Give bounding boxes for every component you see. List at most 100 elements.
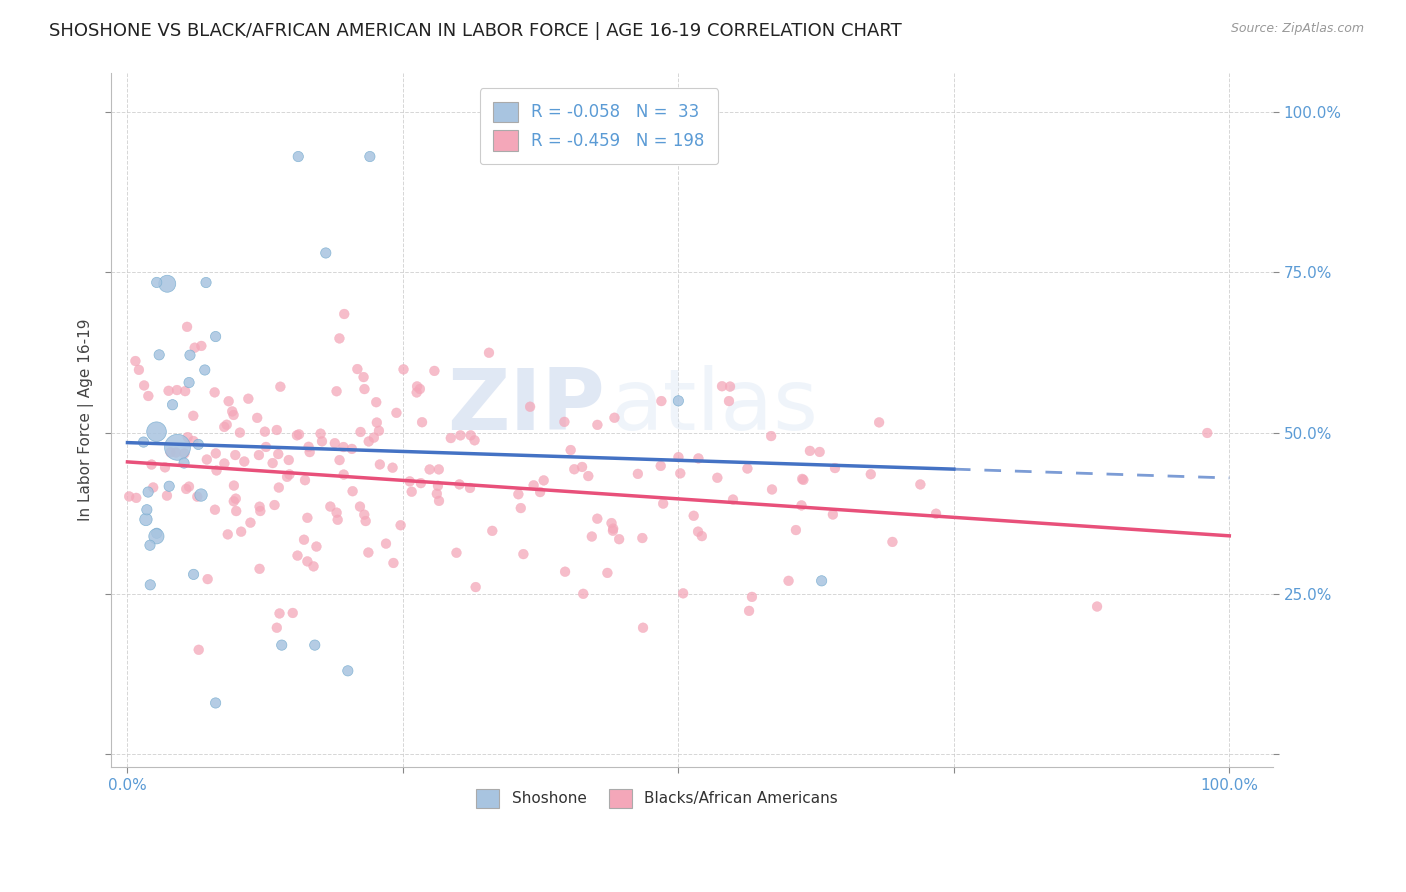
Point: [267, 447, 290, 461]
Point: [690, 529, 713, 543]
Point: [323, 436, 346, 450]
Point: [349, 500, 371, 514]
Point: [481, 524, 503, 538]
Point: [353, 370, 375, 384]
Text: Source: ZipAtlas.com: Source: ZipAtlas.com: [1230, 22, 1364, 36]
Point: [231, 524, 253, 539]
Text: SHOSHONE VS BLACK/AFRICAN AMERICAN IN LABOR FORCE | AGE 16-19 CORRELATION CHART: SHOSHONE VS BLACK/AFRICAN AMERICAN IN LA…: [49, 22, 903, 40]
Point: [554, 565, 576, 579]
Point: [204, 446, 226, 460]
Point: [194, 363, 217, 377]
Point: [315, 246, 337, 260]
Point: [792, 473, 814, 487]
Point: [269, 607, 291, 621]
Point: [761, 483, 783, 497]
Point: [214, 420, 236, 434]
Point: [297, 440, 319, 454]
Point: [157, 479, 180, 493]
Point: [381, 460, 404, 475]
Point: [142, 480, 165, 494]
Point: [340, 442, 363, 456]
Point: [586, 512, 609, 526]
Point: [145, 526, 167, 541]
Point: [281, 606, 304, 620]
Point: [810, 574, 832, 588]
Point: [266, 423, 288, 437]
Point: [519, 400, 541, 414]
Point: [156, 277, 179, 291]
Point: [508, 487, 530, 501]
Point: [128, 363, 150, 377]
Point: [297, 554, 319, 568]
Point: [247, 448, 270, 462]
Point: [706, 471, 728, 485]
Point: [187, 642, 209, 657]
Point: [423, 364, 446, 378]
Point: [460, 428, 482, 442]
Point: [267, 481, 290, 495]
Point: [277, 453, 299, 467]
Point: [925, 507, 948, 521]
Point: [333, 307, 356, 321]
Point: [254, 440, 277, 454]
Point: [157, 384, 180, 398]
Point: [523, 478, 546, 492]
Point: [409, 382, 432, 396]
Point: [285, 428, 308, 442]
Point: [328, 331, 350, 345]
Point: [288, 427, 311, 442]
Point: [302, 559, 325, 574]
Point: [218, 394, 240, 409]
Point: [249, 500, 271, 514]
Point: [368, 458, 391, 472]
Point: [1197, 425, 1219, 440]
Point: [509, 501, 531, 516]
Point: [309, 426, 332, 441]
Point: [596, 566, 619, 580]
Point: [363, 431, 385, 445]
Point: [631, 531, 654, 545]
Point: [135, 512, 157, 526]
Point: [239, 516, 262, 530]
Point: [205, 463, 228, 477]
Point: [269, 380, 291, 394]
Point: [174, 384, 197, 399]
Point: [221, 404, 243, 418]
Point: [225, 491, 247, 506]
Point: [266, 621, 288, 635]
Point: [366, 395, 388, 409]
Point: [166, 440, 188, 454]
Point: [711, 379, 734, 393]
Point: [159, 445, 181, 459]
Point: [197, 572, 219, 586]
Point: [741, 590, 763, 604]
Point: [153, 460, 176, 475]
Point: [1085, 599, 1108, 614]
Point: [326, 513, 349, 527]
Point: [411, 415, 433, 429]
Point: [652, 497, 675, 511]
Point: [357, 434, 380, 449]
Point: [426, 479, 449, 493]
Point: [204, 696, 226, 710]
Point: [183, 567, 205, 582]
Point: [666, 393, 689, 408]
Point: [238, 392, 260, 406]
Point: [145, 425, 167, 439]
Point: [292, 533, 315, 547]
Point: [464, 580, 486, 594]
Point: [304, 638, 326, 652]
Point: [222, 408, 245, 422]
Point: [298, 445, 321, 459]
Point: [346, 362, 368, 376]
Point: [603, 410, 626, 425]
Point: [139, 578, 162, 592]
Point: [382, 556, 405, 570]
Point: [183, 434, 205, 448]
Point: [125, 491, 148, 505]
Point: [571, 459, 593, 474]
Point: [204, 502, 226, 516]
Point: [560, 443, 582, 458]
Point: [190, 488, 212, 502]
Point: [118, 490, 141, 504]
